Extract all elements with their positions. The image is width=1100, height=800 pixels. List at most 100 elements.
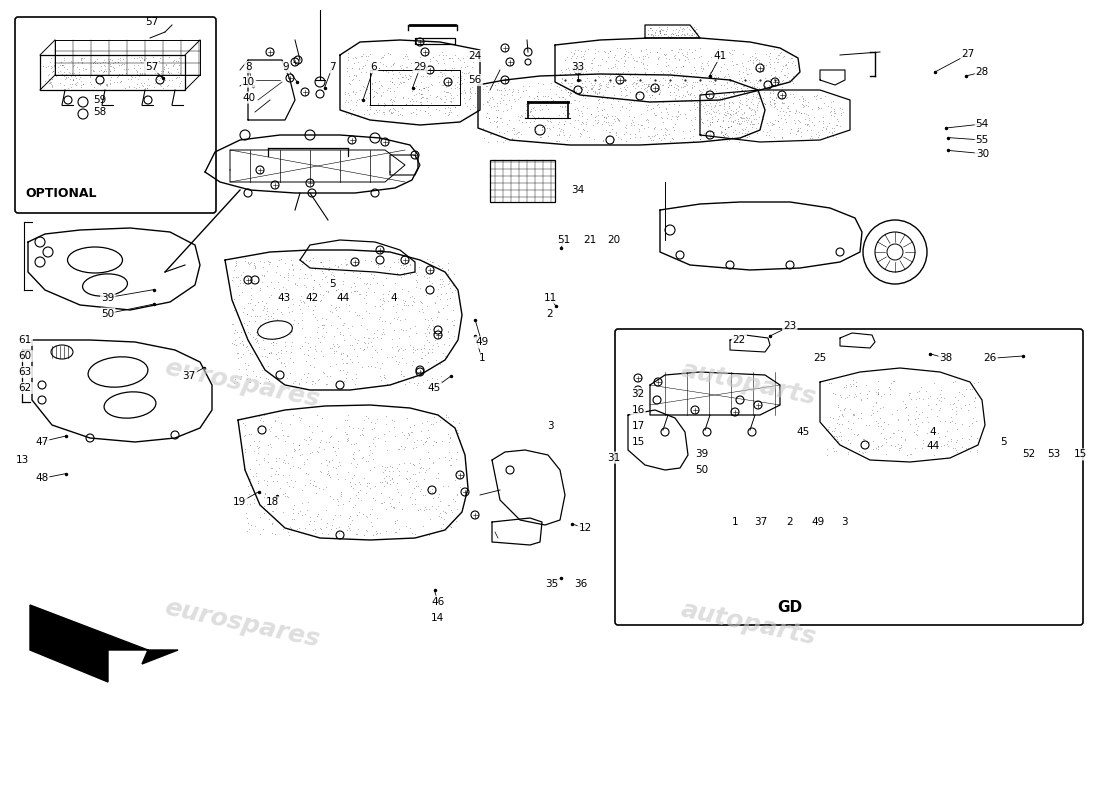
Point — [393, 352, 410, 365]
Point — [565, 114, 583, 126]
Point — [551, 99, 569, 112]
Point — [420, 462, 438, 474]
Point — [685, 27, 703, 40]
Point — [561, 90, 579, 102]
Point — [566, 44, 584, 57]
Point — [600, 125, 617, 138]
Point — [241, 498, 258, 510]
Point — [170, 51, 188, 64]
Point — [170, 71, 188, 84]
Point — [381, 102, 398, 115]
Point — [704, 116, 722, 129]
Point — [619, 50, 637, 63]
Point — [346, 88, 364, 101]
Point — [576, 45, 594, 58]
Point — [568, 70, 585, 83]
Point — [452, 71, 470, 84]
Point — [517, 84, 535, 97]
Point — [431, 293, 449, 306]
Point — [371, 312, 388, 325]
Point — [874, 401, 892, 414]
Point — [872, 426, 890, 439]
Point — [621, 127, 639, 140]
Point — [231, 277, 249, 290]
Point — [844, 374, 861, 386]
Point — [232, 326, 250, 338]
Point — [946, 374, 964, 387]
Point — [662, 78, 680, 91]
Point — [563, 77, 581, 90]
Point — [364, 60, 382, 73]
Point — [385, 78, 403, 90]
Point — [668, 61, 685, 74]
Point — [744, 80, 761, 93]
Point — [799, 100, 816, 113]
Point — [364, 437, 382, 450]
Point — [606, 48, 624, 61]
Point — [641, 22, 659, 34]
Point — [416, 254, 433, 267]
Point — [509, 92, 527, 105]
Point — [920, 392, 937, 405]
Point — [390, 356, 408, 369]
Point — [761, 94, 779, 107]
Point — [681, 131, 698, 144]
Point — [761, 58, 779, 70]
Point — [892, 440, 910, 453]
Point — [914, 393, 932, 406]
Point — [498, 118, 516, 130]
Point — [315, 366, 332, 378]
Point — [791, 115, 808, 128]
Point — [673, 73, 691, 86]
Point — [398, 49, 416, 62]
Point — [104, 60, 122, 73]
Point — [433, 434, 451, 447]
Point — [478, 80, 496, 93]
Point — [865, 442, 882, 455]
Point — [233, 286, 251, 298]
Point — [500, 114, 518, 126]
Point — [606, 70, 624, 83]
Point — [483, 78, 500, 91]
Point — [337, 473, 354, 486]
Point — [40, 74, 57, 87]
Point — [573, 82, 591, 95]
Point — [639, 79, 657, 92]
Point — [794, 98, 812, 111]
Point — [129, 78, 146, 90]
Point — [402, 106, 419, 119]
Point — [168, 63, 186, 76]
Point — [371, 55, 388, 68]
Point — [669, 84, 686, 97]
Point — [419, 314, 437, 326]
Point — [367, 258, 385, 270]
Point — [348, 458, 365, 471]
Point — [407, 493, 425, 506]
Point — [452, 74, 470, 86]
Point — [557, 54, 574, 66]
Point — [299, 366, 317, 379]
Point — [306, 310, 323, 323]
Point — [238, 498, 255, 510]
Point — [161, 67, 178, 80]
Point — [689, 27, 706, 40]
Point — [245, 496, 263, 509]
Point — [348, 528, 365, 541]
Point — [429, 472, 447, 485]
Point — [321, 370, 339, 382]
Point — [653, 79, 671, 92]
Point — [262, 470, 279, 482]
Point — [443, 493, 461, 506]
Point — [609, 112, 627, 125]
Point — [507, 134, 525, 146]
Point — [886, 374, 903, 387]
Point — [274, 455, 292, 468]
Point — [270, 290, 287, 302]
Point — [416, 105, 433, 118]
Point — [368, 86, 386, 99]
Point — [579, 72, 596, 85]
Point — [337, 258, 354, 270]
Point — [448, 89, 465, 102]
Point — [361, 482, 378, 494]
Point — [282, 367, 299, 380]
